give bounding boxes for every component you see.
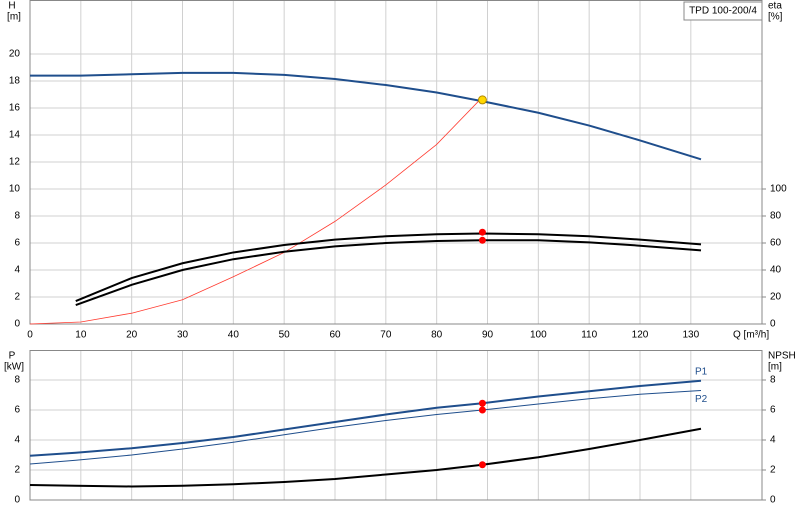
plot-frame <box>29 0 763 325</box>
y-tick-label: 2 <box>14 465 20 476</box>
series-line <box>29 379 702 457</box>
y2-tick-label: 6 <box>770 405 776 416</box>
duty-point <box>478 461 486 469</box>
y-tick-label: 8 <box>14 375 20 386</box>
series-line <box>75 239 702 307</box>
series-line <box>29 390 702 465</box>
series-line <box>29 427 702 488</box>
y-tick-label: 2 <box>14 292 20 303</box>
y-tick-label: 10 <box>9 184 21 195</box>
y-tick-label: 16 <box>9 103 21 114</box>
x-tick-label: 0 <box>27 330 33 341</box>
y-tick-label: 12 <box>9 157 21 168</box>
y2-tick-label: 2 <box>770 465 776 476</box>
x-tick-label: 110 <box>581 330 597 341</box>
y-tick-label: 6 <box>14 405 20 416</box>
y2-axis-label: NPSH <box>768 351 796 362</box>
y-tick-label: 20 <box>9 49 21 60</box>
series-line <box>75 232 702 302</box>
y2-axis-label: eta <box>768 1 782 12</box>
chart-title: TPD 100-200/4 <box>689 6 757 17</box>
y-axis-label: P <box>9 351 16 362</box>
duty-point <box>478 406 486 414</box>
x-tick-label: 20 <box>126 330 138 341</box>
y-tick-label: 18 <box>9 76 21 87</box>
y-axis-unit: [kW] <box>4 362 24 373</box>
series-line <box>30 71 702 161</box>
x-tick-label: 40 <box>228 330 240 341</box>
x-tick-label: 120 <box>632 330 649 341</box>
y-tick-label: 8 <box>14 211 20 222</box>
y-axis-label: H <box>8 1 15 12</box>
x-axis-label: Q [m³/h] <box>733 330 769 341</box>
series-label: P2 <box>695 394 708 405</box>
y2-tick-label: 20 <box>770 292 782 303</box>
y2-tick-label: 80 <box>770 211 782 222</box>
y2-tick-label: 100 <box>770 184 787 195</box>
y2-axis-unit: [%] <box>768 12 783 23</box>
series-label: P1 <box>695 366 708 377</box>
x-tick-label: 80 <box>431 330 443 341</box>
y2-axis-unit: [m] <box>768 362 782 373</box>
y-tick-label: 0 <box>14 319 20 330</box>
y2-tick-label: 40 <box>770 265 782 276</box>
x-tick-label: 10 <box>75 330 87 341</box>
duty-point <box>477 95 487 105</box>
y2-tick-label: 0 <box>770 495 776 506</box>
y2-tick-label: 60 <box>770 238 782 249</box>
x-tick-label: 60 <box>329 330 341 341</box>
y-axis-unit: [m] <box>7 12 21 23</box>
x-tick-label: 90 <box>482 330 494 341</box>
x-tick-label: 100 <box>530 330 547 341</box>
series-line <box>29 96 483 325</box>
y-tick-label: 4 <box>14 435 20 446</box>
x-tick-label: 130 <box>682 330 699 341</box>
y2-tick-label: 0 <box>770 319 776 330</box>
duty-point <box>478 236 486 244</box>
x-tick-label: 30 <box>177 330 189 341</box>
x-tick-label: 70 <box>380 330 392 341</box>
y-tick-label: 6 <box>14 238 20 249</box>
duty-point <box>478 399 486 407</box>
plot-frame <box>29 350 763 501</box>
x-tick-label: 50 <box>279 330 291 341</box>
title-box <box>683 1 763 21</box>
y2-tick-label: 8 <box>770 375 776 386</box>
y-tick-label: 0 <box>14 495 20 506</box>
duty-point <box>478 228 486 236</box>
y-tick-label: 14 <box>9 130 21 141</box>
y-tick-label: 4 <box>14 265 20 276</box>
y2-tick-label: 4 <box>770 435 776 446</box>
